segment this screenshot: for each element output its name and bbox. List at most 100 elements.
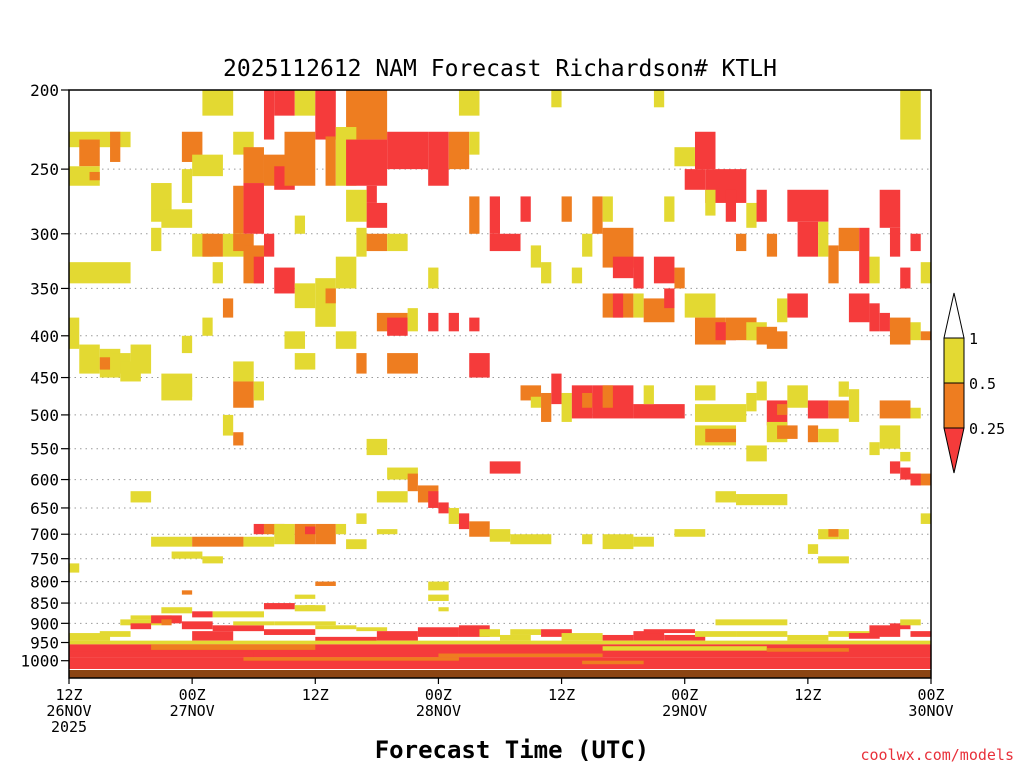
heatmap-cell-red (787, 189, 829, 222)
heatmap-cell-yellow (438, 607, 449, 612)
heatmap-cell-yellow (69, 640, 931, 645)
heatmap-cell-yellow (489, 529, 511, 542)
heatmap-cell-yellow (387, 233, 408, 252)
heatmap-cell-red (797, 221, 819, 257)
heatmap-cell-yellow (479, 629, 500, 637)
legend-label: 1 (969, 330, 978, 348)
heatmap-cell-yellow (633, 293, 644, 318)
heatmap-cell-orange (233, 381, 254, 408)
heatmap-cell-yellow (582, 233, 593, 257)
heatmap-cell-yellow (869, 442, 880, 456)
heatmap-cell-red (551, 373, 562, 405)
heatmap-cell-red (417, 627, 459, 637)
heatmap-cell-orange (828, 400, 849, 419)
heatmap-cell-orange (202, 233, 223, 257)
heatmap-cell-yellow (356, 227, 367, 257)
heatmap-cell-yellow (643, 385, 654, 405)
heatmap-cell-yellow (294, 353, 316, 370)
heatmap-cell-yellow (787, 634, 829, 641)
heatmap-cell-yellow (335, 331, 357, 349)
credit-text[interactable]: coolwx.com/models (860, 746, 1014, 764)
y-tick-label-800: 800 (30, 573, 59, 592)
x-tick-label: 00Z (671, 686, 698, 704)
heatmap-cell-orange (366, 233, 388, 252)
heatmap-cell-yellow (900, 619, 921, 626)
heatmap-cell-yellow (346, 539, 367, 550)
heatmap-cell-orange (469, 196, 480, 234)
heatmap-cell-orange (766, 233, 778, 257)
x-tick-label: 00Z (179, 686, 206, 704)
heatmap-cell-orange (181, 131, 203, 162)
heatmap-cell-yellow (366, 438, 388, 456)
heatmap-cell-red (889, 227, 901, 257)
heatmap-cell-yellow (181, 335, 193, 354)
heatmap-cell-yellow (202, 90, 234, 116)
heatmap-cell-yellow (674, 147, 695, 167)
x-tick-label: 2025 (51, 718, 87, 736)
heatmap-cell-orange (325, 136, 336, 186)
heatmap-cell-yellow (69, 166, 100, 186)
heatmap-cell-yellow (571, 267, 583, 284)
heatmap-cell-yellow (777, 298, 788, 323)
heatmap-cell-red (705, 169, 716, 203)
heatmap-cell-orange (777, 404, 788, 415)
heatmap-cell-red (181, 621, 213, 630)
x-tick-label: 12Z (794, 686, 821, 704)
heatmap-cell-orange (233, 432, 244, 446)
heatmap-cell-red (869, 303, 880, 332)
heatmap-cell-yellow (376, 529, 398, 535)
heatmap-cell-orange (315, 523, 336, 545)
heatmap-cell-red (458, 625, 490, 637)
heatmap-cell-yellow (694, 631, 737, 637)
heatmap-cell-yellow (746, 202, 757, 228)
heatmap-cell-yellow (233, 361, 254, 382)
heatmap-cell-red (428, 491, 439, 508)
heatmap-cell-yellow (787, 385, 808, 408)
heatmap-cell-red (263, 603, 295, 610)
heatmap-cell-orange (838, 227, 860, 252)
x-tick-label: 27NOV (170, 702, 215, 720)
heatmap-cell-orange (161, 619, 172, 626)
heatmap-cell-yellow (551, 90, 562, 108)
legend-swatch-2 (943, 382, 965, 429)
heatmap-cell-yellow (69, 563, 80, 573)
heatmap-cell-yellow (222, 414, 234, 436)
heatmap-cell-yellow (274, 621, 336, 626)
heatmap-cell-orange (807, 425, 819, 443)
heatmap-cell-yellow (212, 611, 264, 618)
chart-title: 2025112612 NAM Forecast Richardson# KTLH (223, 56, 777, 82)
heatmap-cell-red (253, 523, 264, 535)
heatmap-cell-red (274, 90, 295, 116)
heatmap-cell-orange (151, 644, 316, 650)
y-tick-label-900: 900 (30, 614, 59, 633)
heatmap-cell-red (315, 90, 336, 140)
heatmap-cell-red (151, 615, 182, 624)
heatmap-cell-orange (592, 196, 603, 234)
heatmap-cell-red (366, 185, 377, 203)
heatmap-cell-yellow (818, 428, 839, 443)
heatmap-cell-yellow (694, 385, 716, 401)
heatmap-cell-yellow (664, 196, 675, 222)
heatmap-cell-orange (99, 357, 111, 370)
x-tick-label: 12Z (548, 686, 575, 704)
heatmap-cell-yellow (192, 154, 223, 177)
heatmap-cell-red (910, 233, 921, 252)
y-tick-label-200: 200 (30, 81, 59, 100)
heatmap-cell-yellow (920, 513, 931, 524)
heatmap-cell-yellow (161, 607, 193, 614)
heatmap-cell-red (192, 611, 213, 618)
heatmap-cell-red (366, 202, 388, 228)
heatmap-cell-red (633, 256, 644, 289)
heatmap-cell-red (458, 513, 470, 530)
heatmap-cell-yellow (79, 344, 100, 374)
heatmap-cell-red (787, 293, 808, 318)
heatmap-cell-orange (469, 521, 490, 537)
heatmap-cell-red (192, 631, 234, 641)
heatmap-cell-yellow (428, 581, 449, 591)
heatmap-cell-yellow (910, 407, 921, 419)
heatmap-cell-red (69, 651, 254, 658)
heatmap-cell-red (305, 526, 316, 535)
heatmap-cell-yellow (253, 381, 264, 401)
heatmap-cell-red (428, 312, 439, 332)
